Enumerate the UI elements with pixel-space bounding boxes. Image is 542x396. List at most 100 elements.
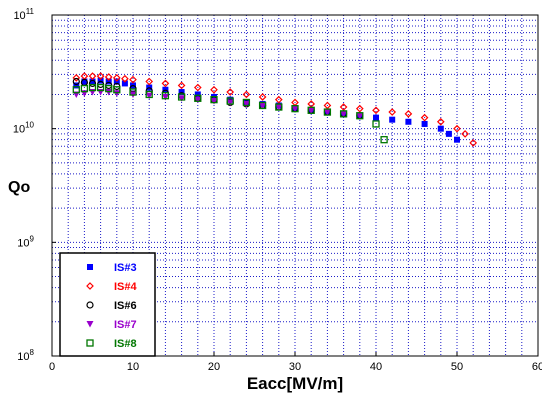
data-point — [323, 108, 332, 116]
data-point — [461, 130, 469, 138]
data-point — [469, 139, 478, 147]
data-point — [145, 90, 153, 99]
data-point — [129, 75, 137, 84]
data-point — [242, 90, 251, 99]
legend-label: IS#4 — [114, 281, 138, 293]
data-point — [177, 81, 186, 90]
data-point — [389, 116, 396, 123]
y-tick-label: 108 — [17, 348, 34, 363]
data-point — [420, 113, 429, 122]
data-point — [73, 82, 80, 89]
x-tick-label: 50 — [451, 361, 463, 373]
data-point — [97, 77, 104, 84]
data-point — [356, 112, 364, 120]
data-point — [323, 109, 331, 116]
data-point — [96, 72, 105, 80]
data-point — [178, 89, 185, 96]
data-point — [356, 112, 364, 120]
data-point — [210, 96, 218, 104]
y-tick-label: 109 — [17, 234, 34, 249]
x-axis-label: Eacc[MV/m] — [247, 374, 343, 393]
data-point — [88, 83, 97, 92]
x-axis-ticks: 0 10 20 30 40 50 60 — [49, 352, 542, 373]
data-point — [258, 93, 267, 101]
data-point — [210, 98, 218, 105]
data-point — [113, 86, 121, 94]
data-point — [307, 107, 315, 114]
data-point — [372, 120, 380, 128]
data-point — [194, 91, 201, 98]
data-point — [339, 103, 348, 111]
data-point — [194, 96, 202, 104]
legend-box — [59, 252, 156, 357]
data-point — [242, 100, 250, 108]
y-axis-ticks: 108 109 1010 1011 — [13, 7, 56, 363]
data-point — [339, 110, 348, 118]
data-point — [355, 104, 364, 113]
data-point — [259, 102, 267, 109]
data-point — [436, 117, 445, 126]
data-point — [193, 83, 202, 92]
data-point — [275, 104, 283, 111]
x-tick-label: 0 — [49, 361, 55, 373]
data-point — [72, 73, 81, 82]
x-tick-label: 60 — [532, 361, 542, 373]
data-point — [104, 73, 113, 81]
data-point — [445, 130, 452, 137]
legend-label: IS#6 — [114, 300, 137, 312]
data-point — [275, 103, 283, 111]
legend-marker — [86, 282, 94, 290]
data-point — [121, 74, 129, 83]
legend-label: IS#3 — [114, 262, 137, 274]
legend-marker — [87, 264, 93, 270]
data-point — [121, 80, 128, 87]
data-point — [81, 78, 88, 85]
data-point — [307, 106, 315, 114]
data-point — [177, 93, 186, 101]
data-point — [194, 94, 202, 102]
series-is8 — [72, 83, 388, 144]
legend-marker — [86, 339, 94, 347]
x-tick-label: 10 — [127, 361, 139, 373]
data-point — [380, 136, 388, 144]
y-tick-label: 1010 — [13, 121, 35, 136]
data-point — [437, 125, 444, 132]
data-point — [226, 99, 234, 106]
data-point — [112, 73, 121, 82]
data-point — [161, 93, 169, 101]
legend-marker — [86, 321, 94, 328]
x-tick-label: 30 — [289, 361, 301, 373]
legend-marker — [86, 301, 94, 309]
data-point — [421, 120, 428, 127]
data-point — [161, 79, 170, 88]
data-point — [226, 97, 234, 105]
data-point — [405, 118, 412, 125]
data-series — [72, 72, 478, 147]
data-point — [373, 114, 379, 121]
y-axis-label: Qo — [8, 179, 30, 196]
data-point — [72, 77, 80, 86]
data-point — [274, 95, 283, 104]
data-point — [88, 79, 97, 88]
data-point — [340, 110, 348, 118]
data-point — [105, 84, 113, 93]
series-is7 — [72, 89, 364, 120]
data-point — [210, 85, 218, 94]
data-point — [80, 84, 89, 93]
data-point — [161, 92, 170, 100]
legend-label: IS#7 — [114, 319, 137, 331]
data-point — [453, 124, 461, 133]
data-point — [72, 86, 80, 94]
data-point — [96, 83, 105, 92]
legend: IS#3 IS#4 IS#6 IS#7 IS#8 — [59, 252, 156, 357]
data-point — [404, 110, 413, 118]
data-point — [291, 105, 299, 113]
data-point — [226, 88, 235, 96]
data-point — [145, 77, 154, 86]
data-point — [105, 78, 112, 85]
data-point — [145, 92, 153, 100]
data-point — [113, 90, 121, 97]
x-tick-label: 20 — [208, 361, 220, 373]
data-point — [105, 89, 113, 96]
